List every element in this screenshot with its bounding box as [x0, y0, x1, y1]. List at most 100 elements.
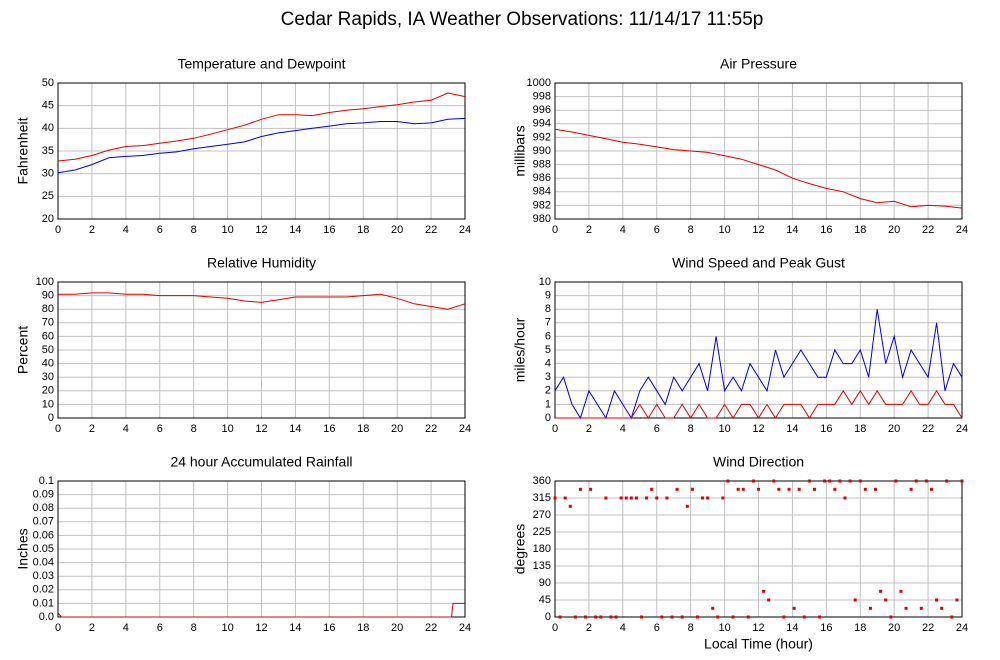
y-tick-label: 0 — [48, 412, 54, 424]
x-tick-label: 6 — [157, 622, 163, 634]
point — [685, 504, 689, 508]
point — [904, 606, 908, 610]
x-tick-label: 16 — [820, 224, 832, 236]
point — [919, 606, 923, 610]
y-tick-label: 20 — [42, 385, 54, 397]
x-tick-label: 18 — [357, 423, 369, 435]
y-tick-label: 990 — [533, 145, 551, 157]
point — [792, 606, 796, 610]
chart-title: Wind Direction — [713, 454, 804, 470]
point — [874, 487, 878, 491]
y-tick-label: 100 — [36, 276, 54, 288]
point — [823, 479, 827, 483]
x-tick-label: 8 — [688, 622, 694, 634]
y-tick-label: 0.1 — [39, 475, 54, 487]
y-tick-label: 50 — [42, 77, 54, 89]
point — [899, 589, 903, 593]
y-tick-label: 10 — [42, 398, 54, 410]
point — [863, 487, 867, 491]
x-tick-label: 4 — [123, 224, 129, 236]
series-line — [554, 128, 963, 209]
point — [690, 487, 694, 491]
y-tick-label: 0.05 — [33, 543, 54, 555]
point — [828, 479, 832, 483]
x-tick-label: 12 — [752, 622, 764, 634]
point — [924, 479, 928, 483]
x-tick-label: 22 — [425, 224, 437, 236]
x-tick-label: 10 — [718, 622, 730, 634]
page-title: Cedar Rapids, IA Weather Observations: 1… — [281, 9, 764, 30]
x-tick-label: 12 — [752, 224, 764, 236]
x-tick-label: 12 — [255, 622, 267, 634]
point — [604, 496, 608, 500]
point — [767, 598, 771, 602]
point — [701, 496, 705, 500]
x-tick-label: 18 — [357, 224, 369, 236]
point — [731, 615, 735, 619]
series-line — [57, 117, 466, 174]
y-axis-label: miles/hour — [512, 317, 528, 382]
y-tick-label: 992 — [533, 131, 551, 143]
x-tick-label: 22 — [425, 622, 437, 634]
point — [940, 606, 944, 610]
series-line — [555, 389, 963, 419]
point — [818, 615, 822, 619]
y-tick-label: 3 — [545, 371, 551, 383]
x-tick-label: 24 — [459, 224, 471, 236]
x-tick-label: 12 — [255, 423, 267, 435]
point — [950, 615, 954, 619]
point — [609, 615, 613, 619]
x-tick-label: 8 — [688, 224, 694, 236]
y-tick-label: 0.09 — [33, 489, 54, 501]
point — [655, 496, 659, 500]
x-tick-label: 6 — [157, 423, 163, 435]
y-tick-label: 998 — [533, 91, 551, 103]
point — [614, 615, 618, 619]
point — [782, 615, 786, 619]
point — [858, 479, 862, 483]
y-tick-label: 315 — [533, 492, 551, 504]
point — [589, 487, 593, 491]
point — [762, 589, 766, 593]
series-line — [554, 309, 963, 420]
x-tick-label: 16 — [820, 622, 832, 634]
point — [650, 487, 654, 491]
y-tick-label: 45 — [42, 100, 54, 112]
point — [879, 589, 883, 593]
x-tick-label: 20 — [391, 622, 403, 634]
y-tick-label: 20 — [42, 213, 54, 225]
x-tick-label: 6 — [654, 224, 660, 236]
x-tick-label: 2 — [89, 622, 95, 634]
point — [848, 479, 852, 483]
x-tick-label: 8 — [191, 224, 197, 236]
x-tick-label: 4 — [620, 423, 626, 435]
point — [665, 496, 669, 500]
point — [675, 487, 679, 491]
y-tick-label: 4 — [545, 358, 551, 370]
x-tick-label: 0 — [55, 224, 61, 236]
x-tick-label: 2 — [586, 622, 592, 634]
y-tick-label: 2 — [545, 385, 551, 397]
chart-title: Wind Speed and Peak Gust — [672, 255, 845, 271]
point — [639, 615, 643, 619]
point — [751, 479, 755, 483]
y-tick-label: 5 — [545, 344, 551, 356]
series-line — [57, 602, 465, 618]
y-axis-label: Inches — [15, 528, 31, 569]
y-tick-label: 30 — [42, 371, 54, 383]
y-tick-label: 60 — [42, 330, 54, 342]
y-axis-label: Percent — [15, 326, 31, 374]
y-tick-label: 50 — [42, 344, 54, 356]
point — [706, 496, 710, 500]
chart-title: Air Pressure — [720, 56, 797, 72]
x-tick-label: 0 — [55, 423, 61, 435]
point — [645, 496, 649, 500]
y-tick-label: 45 — [539, 594, 551, 606]
y-tick-label: 35 — [42, 145, 54, 157]
y-tick-label: 0.02 — [33, 584, 54, 596]
x-tick-label: 24 — [956, 622, 968, 634]
x-tick-label: 2 — [586, 224, 592, 236]
x-axis-label: Local Time (hour) — [704, 636, 813, 652]
point — [802, 615, 806, 619]
x-tick-label: 20 — [888, 622, 900, 634]
